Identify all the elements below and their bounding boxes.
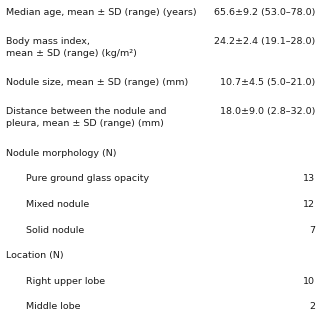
Text: Solid nodule: Solid nodule (26, 226, 84, 235)
Text: 2: 2 (309, 302, 315, 311)
Text: Body mass index,
mean ± SD (range) (kg/m²): Body mass index, mean ± SD (range) (kg/m… (6, 37, 137, 58)
Text: Right upper lobe: Right upper lobe (26, 277, 105, 286)
Text: 10.7±4.5 (5.0–21.0): 10.7±4.5 (5.0–21.0) (220, 78, 315, 87)
Text: Middle lobe: Middle lobe (26, 302, 80, 311)
Text: 18.0±9.0 (2.8–32.0): 18.0±9.0 (2.8–32.0) (220, 107, 315, 116)
Text: Location (N): Location (N) (6, 251, 64, 260)
Text: Distance between the nodule and
pleura, mean ± SD (range) (mm): Distance between the nodule and pleura, … (6, 107, 167, 128)
Text: Pure ground glass opacity: Pure ground glass opacity (26, 174, 149, 183)
Text: 10: 10 (303, 277, 315, 286)
Text: Nodule size, mean ± SD (range) (mm): Nodule size, mean ± SD (range) (mm) (6, 78, 189, 87)
Text: Median age, mean ± SD (range) (years): Median age, mean ± SD (range) (years) (6, 8, 197, 17)
Text: 7: 7 (309, 226, 315, 235)
Text: 12: 12 (303, 200, 315, 209)
Text: 65.6±9.2 (53.0–78.0): 65.6±9.2 (53.0–78.0) (214, 8, 315, 17)
Text: 24.2±2.4 (19.1–28.0): 24.2±2.4 (19.1–28.0) (214, 37, 315, 46)
Text: Mixed nodule: Mixed nodule (26, 200, 89, 209)
Text: Nodule morphology (N): Nodule morphology (N) (6, 149, 117, 158)
Text: 13: 13 (303, 174, 315, 183)
